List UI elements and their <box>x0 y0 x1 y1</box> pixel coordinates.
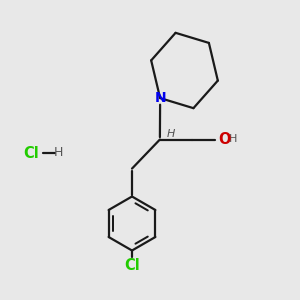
Text: O: O <box>218 132 230 147</box>
Text: Cl: Cl <box>24 146 39 160</box>
Text: Cl: Cl <box>124 258 140 273</box>
Text: N: N <box>154 91 166 105</box>
Text: H: H <box>229 134 238 145</box>
Text: H: H <box>167 129 175 139</box>
Text: H: H <box>54 146 63 160</box>
